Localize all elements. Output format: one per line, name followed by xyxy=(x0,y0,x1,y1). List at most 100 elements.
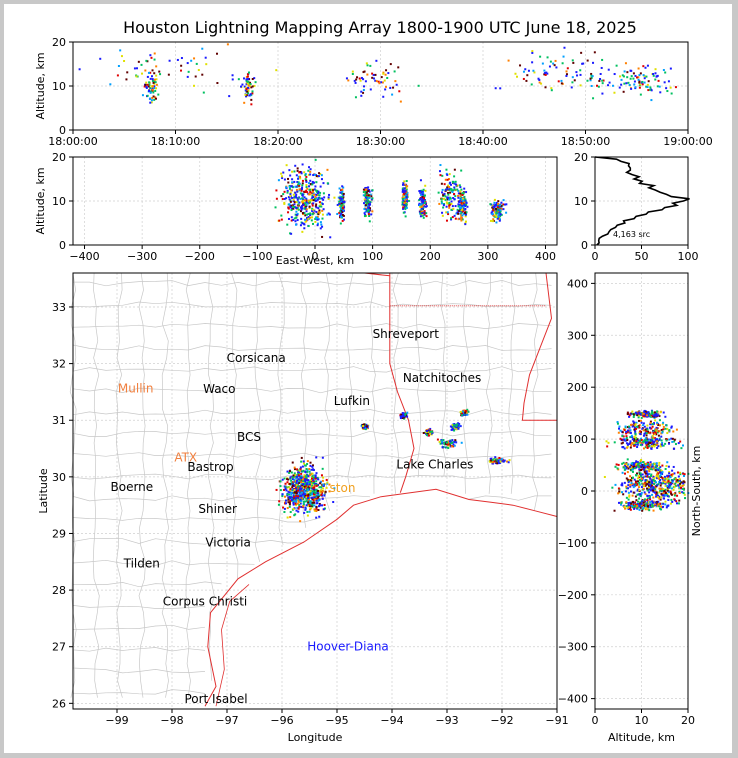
lightning-source-point xyxy=(298,201,301,204)
lightning-source-point xyxy=(145,81,148,84)
lightning-source-point xyxy=(634,501,637,504)
lightning-source-point xyxy=(676,502,679,505)
lightning-source-point xyxy=(543,72,546,75)
map-place-label: Corpus Christi xyxy=(163,594,248,608)
lightning-source-point xyxy=(650,413,653,416)
lightning-source-point xyxy=(153,85,156,88)
lightning-source-point xyxy=(636,493,639,496)
lightning-source-point xyxy=(438,440,441,443)
lightning-source-point xyxy=(622,493,625,496)
lightning-source-point xyxy=(310,507,313,510)
map-place-label: ATX xyxy=(174,451,197,465)
lightning-source-point xyxy=(626,426,629,429)
lightning-source-point xyxy=(249,83,252,86)
lightning-source-point xyxy=(665,439,668,442)
lightning-source-point xyxy=(659,498,662,501)
lightning-source-point xyxy=(644,431,647,434)
lightning-source-point xyxy=(302,495,305,498)
alt-tick-label: 0 xyxy=(59,124,66,137)
lightning-source-point xyxy=(309,473,312,476)
lightning-source-point xyxy=(248,84,251,87)
lightning-source-point xyxy=(333,487,336,490)
lightning-source-point xyxy=(667,490,670,493)
lightning-source-point xyxy=(306,470,309,473)
lightning-source-point xyxy=(646,503,649,506)
lightning-source-point xyxy=(648,472,651,475)
lon-tick-label: −93 xyxy=(435,714,458,727)
lightning-source-point xyxy=(243,85,246,88)
lightning-source-point xyxy=(629,501,632,504)
lightning-source-point xyxy=(283,507,286,510)
lightning-source-point xyxy=(294,164,297,167)
lightning-source-point xyxy=(661,430,664,433)
lightning-source-point xyxy=(301,179,304,182)
lightning-source-point xyxy=(393,70,396,73)
lightning-source-point xyxy=(505,211,508,214)
lightning-source-point xyxy=(308,485,311,488)
lightning-source-point xyxy=(244,86,247,89)
lightning-source-point xyxy=(456,208,459,211)
lightning-source-point xyxy=(186,75,189,78)
lightning-source-point xyxy=(642,482,645,485)
lightning-source-point xyxy=(647,414,650,417)
lightning-source-point xyxy=(311,493,314,496)
lightning-source-point xyxy=(291,204,294,207)
lightning-source-point xyxy=(682,483,685,486)
lightning-source-point xyxy=(669,86,672,89)
lightning-source-point xyxy=(626,480,629,483)
lightning-source-point xyxy=(544,86,547,89)
lightning-source-point xyxy=(155,78,158,81)
lightning-source-point xyxy=(306,460,309,463)
lightning-source-point xyxy=(496,461,499,464)
lightning-source-point xyxy=(630,434,633,437)
county-boundary xyxy=(72,387,552,394)
lightning-source-point xyxy=(310,504,313,507)
lightning-source-point xyxy=(228,95,231,98)
lightning-source-point xyxy=(672,488,675,491)
lightning-source-point xyxy=(493,209,496,212)
lightning-source-point xyxy=(451,428,454,431)
lightning-source-point xyxy=(304,464,307,467)
lightning-source-point xyxy=(656,502,659,505)
lightning-source-point xyxy=(638,426,641,429)
lightning-source-point xyxy=(643,498,646,501)
lightning-source-point xyxy=(303,205,306,208)
lightning-source-point xyxy=(304,484,307,487)
lightning-source-point xyxy=(288,187,291,190)
lightning-source-point xyxy=(287,217,290,220)
lightning-source-point xyxy=(296,219,299,222)
lightning-source-point xyxy=(654,414,657,417)
lightning-source-point xyxy=(321,225,324,228)
lightning-source-point xyxy=(299,175,302,178)
lightning-source-point xyxy=(657,472,660,475)
lightning-source-point xyxy=(338,200,341,203)
lightning-source-point xyxy=(623,429,626,432)
lightning-source-point xyxy=(308,193,311,196)
lightning-source-point xyxy=(638,486,641,489)
lightning-source-point xyxy=(497,202,500,205)
lightning-source-point xyxy=(298,497,301,500)
time-tick-label: 18:30:00 xyxy=(356,135,405,148)
lightning-source-point xyxy=(636,502,639,505)
lightning-source-point xyxy=(666,474,669,477)
lightning-source-point xyxy=(395,83,398,86)
ew-tick-label: −300 xyxy=(127,250,157,263)
lightning-source-point xyxy=(652,411,655,414)
lightning-source-point xyxy=(286,223,289,226)
lightning-source-point xyxy=(656,443,659,446)
lightning-source-point xyxy=(307,489,310,492)
lightning-source-point xyxy=(592,61,595,64)
lightning-source-point xyxy=(292,501,295,504)
lightning-source-point xyxy=(616,421,619,424)
lightning-source-point xyxy=(312,189,315,192)
lightning-source-point xyxy=(333,196,336,199)
lightning-source-point xyxy=(295,492,298,495)
lightning-source-point xyxy=(405,180,408,183)
lightning-source-point xyxy=(605,440,608,443)
lightning-source-point xyxy=(526,74,529,77)
lightning-source-point xyxy=(651,440,654,443)
lightning-source-point xyxy=(664,500,667,503)
lightning-source-point xyxy=(631,442,634,445)
lightning-source-point xyxy=(444,195,447,198)
lightning-source-point xyxy=(289,511,292,514)
